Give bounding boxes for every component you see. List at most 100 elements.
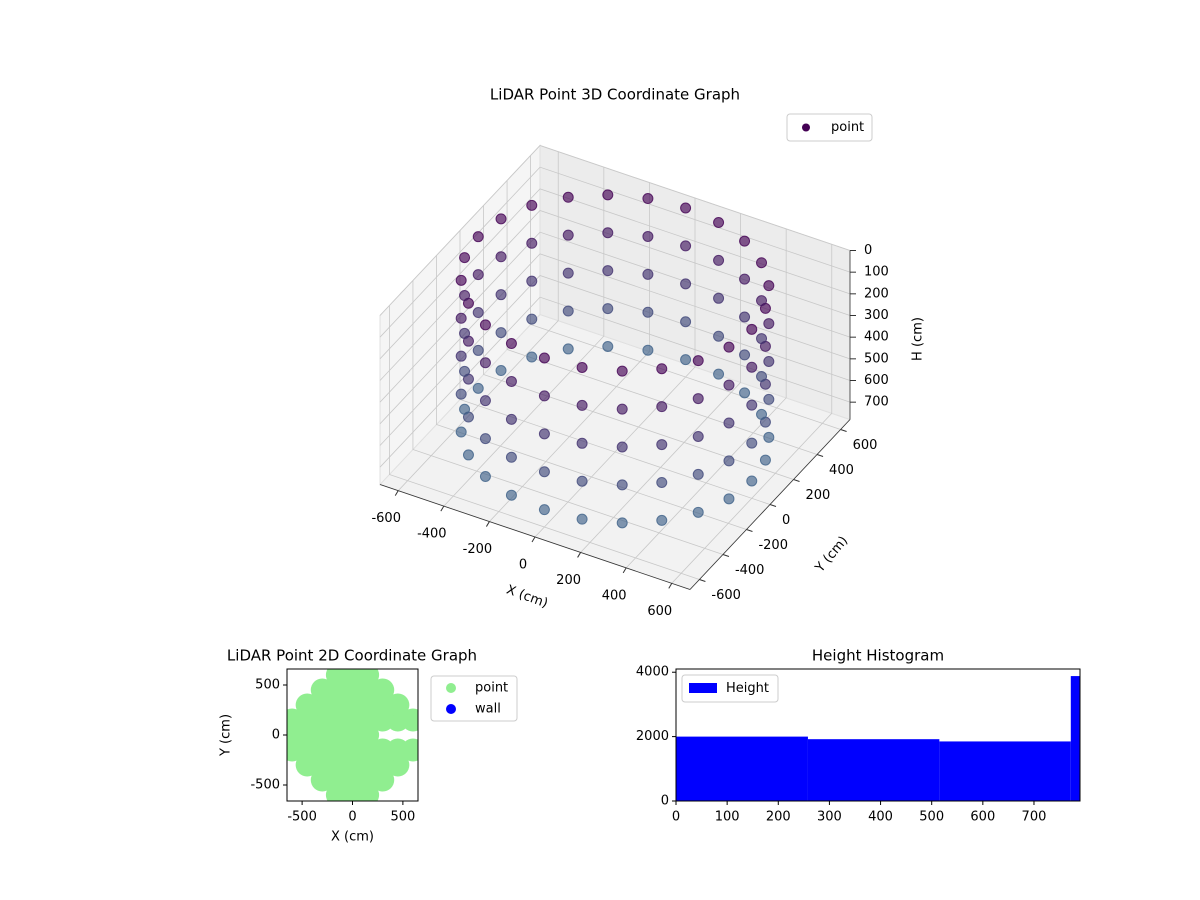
point	[680, 354, 692, 366]
tick-mark	[577, 552, 582, 558]
point	[576, 399, 588, 411]
point	[746, 323, 758, 335]
y-tick-label: 0	[661, 794, 669, 809]
point	[505, 451, 517, 463]
grid-line	[389, 305, 700, 580]
grid-line	[483, 205, 794, 480]
point	[479, 357, 491, 369]
point	[538, 466, 550, 478]
y-tick-label: -500	[250, 778, 280, 793]
z-tick-label: 200	[864, 286, 889, 301]
point	[526, 351, 538, 363]
legend-box	[430, 675, 518, 722]
y-tick-label: 2000	[636, 729, 669, 744]
point	[692, 355, 704, 367]
tick-mark	[668, 583, 673, 589]
point	[371, 678, 395, 702]
point	[538, 352, 550, 364]
legend-label: point	[831, 120, 864, 135]
point	[401, 708, 418, 732]
point	[723, 341, 735, 353]
grid-line	[379, 188, 851, 360]
point	[505, 413, 517, 425]
point	[642, 268, 654, 280]
point	[455, 426, 467, 438]
point	[616, 403, 628, 415]
y-tick-label: -400	[735, 563, 765, 578]
z-tick-label: 700	[864, 395, 889, 410]
point	[401, 738, 418, 762]
tick-mark	[840, 429, 847, 432]
point	[713, 254, 725, 266]
point	[746, 361, 758, 373]
point	[763, 431, 775, 443]
point	[692, 393, 704, 405]
tick-mark	[440, 505, 445, 512]
point	[680, 316, 692, 328]
point	[562, 343, 574, 355]
point	[455, 350, 467, 362]
point	[538, 428, 550, 440]
legend-marker	[802, 123, 810, 132]
bar	[676, 736, 808, 801]
point	[723, 493, 735, 505]
point	[763, 318, 775, 330]
z-axis-label: H (cm)	[911, 317, 926, 361]
x-tick-label: -500	[287, 810, 317, 825]
point	[739, 235, 751, 247]
chart-title: LiDAR Point 3D Coordinate Graph	[490, 86, 740, 104]
point	[642, 306, 654, 318]
point	[723, 417, 735, 429]
point	[756, 370, 768, 382]
point	[576, 361, 588, 373]
point	[562, 305, 574, 317]
chart-title: LiDAR Point 2D Coordinate Graph	[227, 647, 477, 665]
z-tick-label: 500	[864, 351, 889, 366]
point	[472, 307, 484, 319]
tick-mark	[816, 454, 824, 457]
x-tick-label: 300	[817, 810, 842, 825]
x-tick-label: -600	[371, 511, 401, 526]
y-axis-label: Y (cm)	[219, 714, 234, 757]
x-tick-label: 500	[390, 810, 415, 825]
point	[656, 439, 668, 451]
x-tick-label: 600	[647, 604, 672, 619]
point	[576, 475, 588, 487]
point	[746, 399, 758, 411]
bar	[939, 741, 1071, 801]
point	[386, 693, 410, 717]
tick-mark	[746, 529, 753, 532]
point	[479, 395, 491, 407]
point	[739, 387, 751, 399]
point	[739, 349, 751, 361]
bar	[807, 739, 940, 801]
point	[459, 290, 471, 302]
point	[562, 267, 574, 279]
point	[616, 517, 628, 529]
z-tick-label: 600	[864, 373, 889, 388]
chart-title: Height Histogram	[812, 647, 944, 665]
point	[642, 193, 654, 205]
point	[723, 379, 735, 391]
point	[756, 333, 768, 345]
x-tick-label: 100	[715, 810, 740, 825]
point	[495, 365, 507, 377]
point	[656, 401, 668, 413]
point	[656, 476, 668, 488]
point	[526, 199, 538, 211]
point	[680, 202, 692, 214]
y-tick-label: -200	[758, 538, 788, 553]
point	[562, 191, 574, 203]
plot-area	[287, 669, 418, 801]
x-tick-label: 700	[1022, 810, 1047, 825]
y-tick-label: 500	[255, 678, 280, 693]
point	[759, 454, 771, 466]
point	[602, 265, 614, 277]
x-tick-label: 0	[348, 810, 356, 825]
axes-histogram: Height 0 100 200 300 400 500 600 700 0 2000 4000 Hei…	[636, 647, 1081, 825]
point	[642, 344, 654, 356]
point	[756, 257, 768, 269]
point	[616, 479, 628, 491]
point	[602, 227, 614, 239]
